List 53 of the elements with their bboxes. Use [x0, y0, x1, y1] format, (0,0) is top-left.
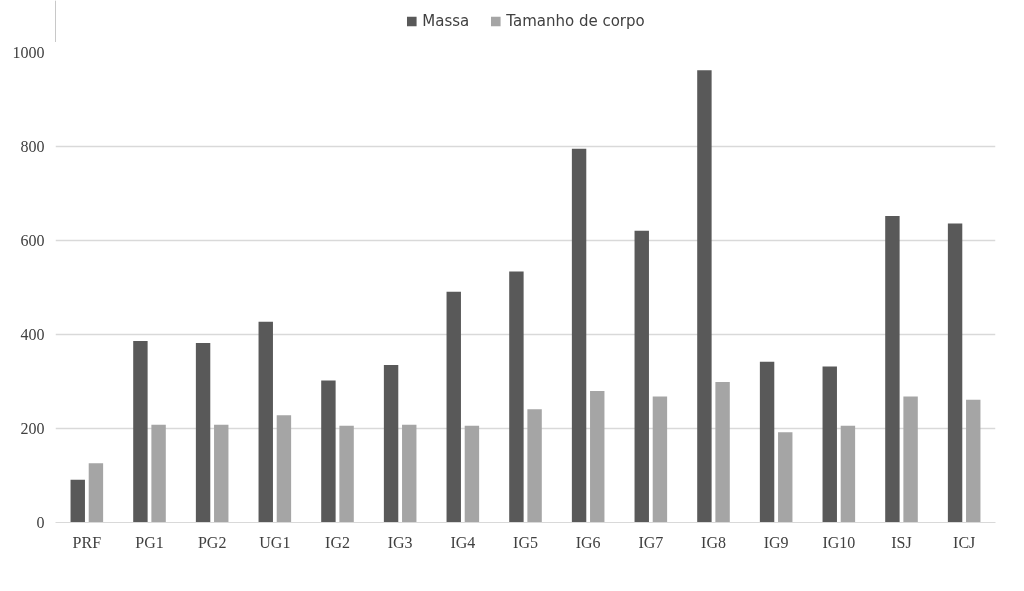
x-tick-label: IG8 — [701, 533, 726, 551]
bar — [509, 271, 524, 523]
x-tick-label: IG9 — [763, 533, 789, 551]
bar — [383, 365, 399, 523]
y-tick-label: 0 — [36, 514, 45, 531]
x-tick-label: UG1 — [259, 533, 291, 551]
bar — [321, 380, 336, 523]
bar — [590, 390, 605, 523]
bar — [276, 415, 292, 523]
bar — [966, 399, 981, 523]
bar — [903, 396, 918, 523]
x-tick-label: ICJ — [953, 533, 976, 551]
bar — [214, 424, 229, 523]
x-tick-label: PRF — [72, 533, 102, 551]
bar — [759, 361, 775, 523]
bar — [652, 396, 668, 523]
bar — [571, 148, 587, 523]
y-tick-label: 400 — [20, 326, 45, 343]
x-tick-label: IG5 — [513, 533, 538, 551]
bar — [778, 432, 793, 523]
bar — [634, 230, 649, 523]
bar — [402, 424, 417, 523]
bar — [885, 216, 900, 523]
bar — [822, 366, 837, 523]
bar — [258, 321, 273, 523]
bar — [339, 425, 354, 523]
x-tick-label: IG3 — [387, 533, 413, 551]
bar — [195, 342, 211, 523]
bar — [133, 341, 148, 523]
x-tick-label: ISJ — [891, 533, 912, 551]
x-tick-label: IG2 — [325, 533, 350, 551]
x-tick-label: IG10 — [822, 533, 856, 551]
x-tick-label: PG2 — [197, 533, 227, 551]
x-tick-label: IG7 — [638, 533, 664, 551]
bar — [697, 70, 712, 523]
bar — [446, 291, 461, 523]
legend-label: Tamanho de corpo — [506, 12, 645, 30]
x-tick-label: PG1 — [135, 533, 164, 551]
bar — [151, 424, 166, 523]
legend-label: Massa — [422, 12, 470, 30]
x-tick-label: IG6 — [575, 533, 601, 551]
bar — [715, 381, 730, 523]
bar — [947, 223, 963, 523]
y-tick-label: 200 — [20, 420, 45, 437]
y-tick-label: 1000 — [12, 44, 45, 61]
bar — [70, 479, 85, 523]
bar — [527, 409, 542, 523]
bar — [88, 463, 104, 523]
bar — [464, 425, 480, 523]
bar — [840, 425, 856, 523]
y-tick-label: 600 — [20, 232, 45, 249]
x-tick-label: IG4 — [450, 533, 476, 551]
y-tick-label: 800 — [20, 138, 45, 155]
